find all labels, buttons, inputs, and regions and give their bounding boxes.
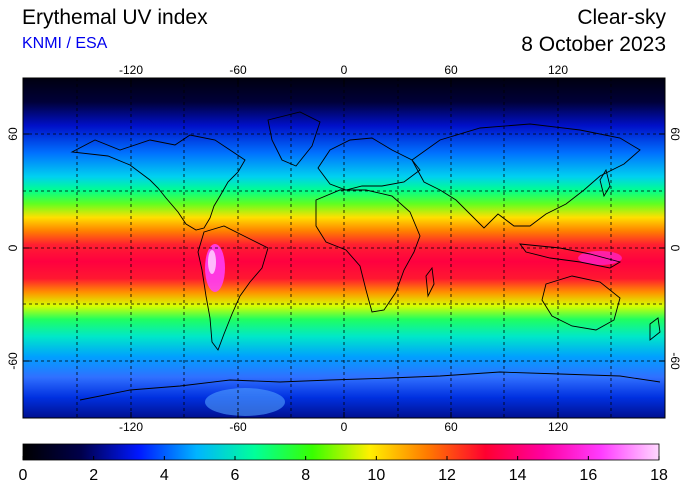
graticule — [23, 78, 665, 418]
coastline-greenland — [267, 111, 321, 167]
lon-tick-label-top: 60 — [444, 63, 458, 77]
lon-tick-label-top: 0 — [341, 63, 348, 77]
source-credit: KNMI / ESA — [22, 35, 108, 52]
colorbar — [22, 443, 660, 461]
lat-labels-left: 60 0 -60 — [6, 127, 20, 370]
lon-tick-label-top: -60 — [229, 63, 247, 77]
lon-tick-label-bottom: -60 — [229, 420, 247, 434]
lon-tick-label-bottom: 120 — [548, 420, 568, 434]
lat-tick-label-right: 0 — [668, 245, 682, 252]
lat-labels-right: 60 0 -60 — [668, 127, 682, 370]
coastline-africa — [315, 189, 421, 313]
lon-tick-label-top: 120 — [548, 63, 568, 77]
lon-tick-label-bottom: 60 — [444, 420, 458, 434]
lon-tick-label-bottom: 0 — [341, 420, 348, 434]
coastline-antarctica — [79, 371, 661, 401]
colorbar-tick-label: 14 — [509, 467, 527, 484]
colorbar-ticks — [22, 456, 660, 460]
sky-condition-label: Clear-sky — [577, 6, 666, 29]
colorbar-tick-label: 16 — [579, 467, 597, 484]
axis-ticks — [23, 78, 665, 418]
lon-labels-top: -120 -60 0 60 120 — [119, 63, 568, 77]
colorbar-labels: 0 2 4 6 8 10 12 14 16 18 — [19, 467, 668, 484]
coastline-australia — [541, 275, 621, 331]
coastline-south-america — [197, 225, 269, 351]
colorbar-tick-label: 6 — [231, 467, 240, 484]
lat-tick-label-right: -60 — [668, 352, 682, 370]
coastline-japan — [599, 168, 611, 198]
coastline-new-zealand — [649, 317, 661, 341]
colorbar-tick-label: 2 — [89, 467, 98, 484]
coastline-indonesia — [519, 243, 622, 269]
map-title: Erythemal UV index — [22, 6, 208, 29]
lat-tick-label-left: 60 — [6, 127, 20, 141]
lon-tick-label-bottom: -120 — [119, 420, 143, 434]
colorbar-tick-label: 18 — [650, 467, 668, 484]
colorbar-tick-label: 10 — [367, 467, 385, 484]
colorbar-tick-label: 4 — [160, 467, 169, 484]
lon-tick-label-top: -120 — [119, 63, 143, 77]
coastline-north-america — [70, 134, 246, 231]
coastlines — [70, 111, 661, 401]
colorbar-tick-label: 8 — [301, 467, 310, 484]
lat-tick-label-left: 0 — [6, 244, 20, 251]
lat-tick-label-left: -60 — [6, 352, 20, 370]
colorbar-tick-label: 12 — [438, 467, 456, 484]
colorbar-tick-label: 0 — [19, 467, 28, 484]
coastline-asia — [411, 123, 641, 229]
lat-tick-label-right: 60 — [668, 127, 682, 141]
lon-labels-bottom: -120 -60 0 60 120 — [119, 420, 568, 434]
map-date: 8 October 2023 — [521, 33, 666, 56]
coastline-madagascar — [425, 266, 435, 298]
